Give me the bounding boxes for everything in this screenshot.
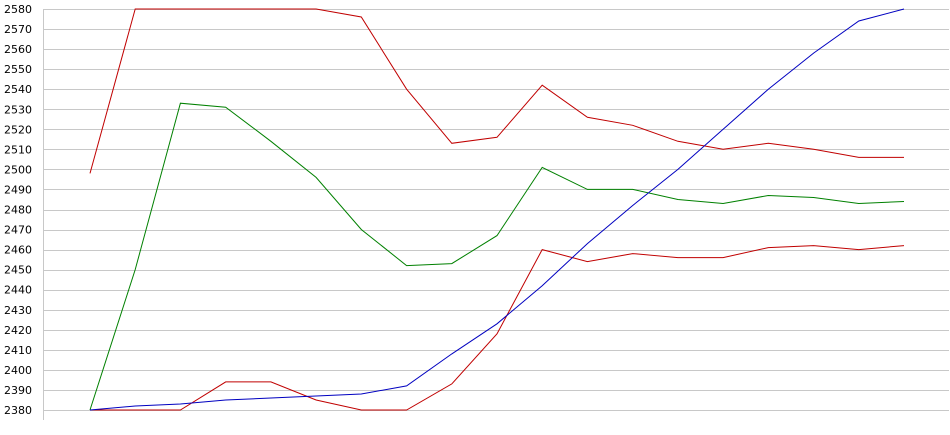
y-tick-label: 2510 bbox=[4, 143, 32, 156]
y-tick-label: 2520 bbox=[4, 123, 32, 136]
series-line-1 bbox=[89, 8, 904, 174]
series-line-4 bbox=[89, 8, 905, 411]
y-tick-label: 2420 bbox=[4, 324, 32, 337]
y-tick-label: 2530 bbox=[4, 103, 32, 116]
y-tick-label: 2560 bbox=[4, 43, 32, 56]
y-tick-label: 2480 bbox=[4, 204, 32, 217]
y-tick-label: 2410 bbox=[4, 344, 32, 357]
series-line-3 bbox=[90, 245, 905, 411]
y-tick-label: 2450 bbox=[4, 264, 32, 277]
y-tick-label: 2580 bbox=[4, 3, 32, 16]
y-tick-label: 2490 bbox=[4, 183, 32, 196]
y-tick-label: 2550 bbox=[4, 63, 32, 76]
series-line-2 bbox=[89, 102, 905, 411]
y-tick-label: 2500 bbox=[4, 163, 32, 176]
y-tick-label: 2440 bbox=[4, 284, 32, 297]
y-tick-label: 2400 bbox=[4, 364, 32, 377]
y-tick-label: 2430 bbox=[4, 304, 32, 317]
y-tick-label: 2540 bbox=[4, 83, 32, 96]
y-tick-label: 2570 bbox=[4, 23, 32, 36]
y-tick-label: 2380 bbox=[4, 404, 32, 417]
series-layer bbox=[89, 8, 905, 411]
y-axis-tick-labels: 2380 2390 2400 2410 2420 2430 2440 2450 2460 2470… bbox=[4, 3, 32, 417]
y-tick-label: 2470 bbox=[4, 224, 32, 237]
y-tick-label: 2460 bbox=[4, 244, 32, 257]
y-tick-label: 2390 bbox=[4, 384, 32, 397]
grid-layer bbox=[43, 9, 949, 420]
